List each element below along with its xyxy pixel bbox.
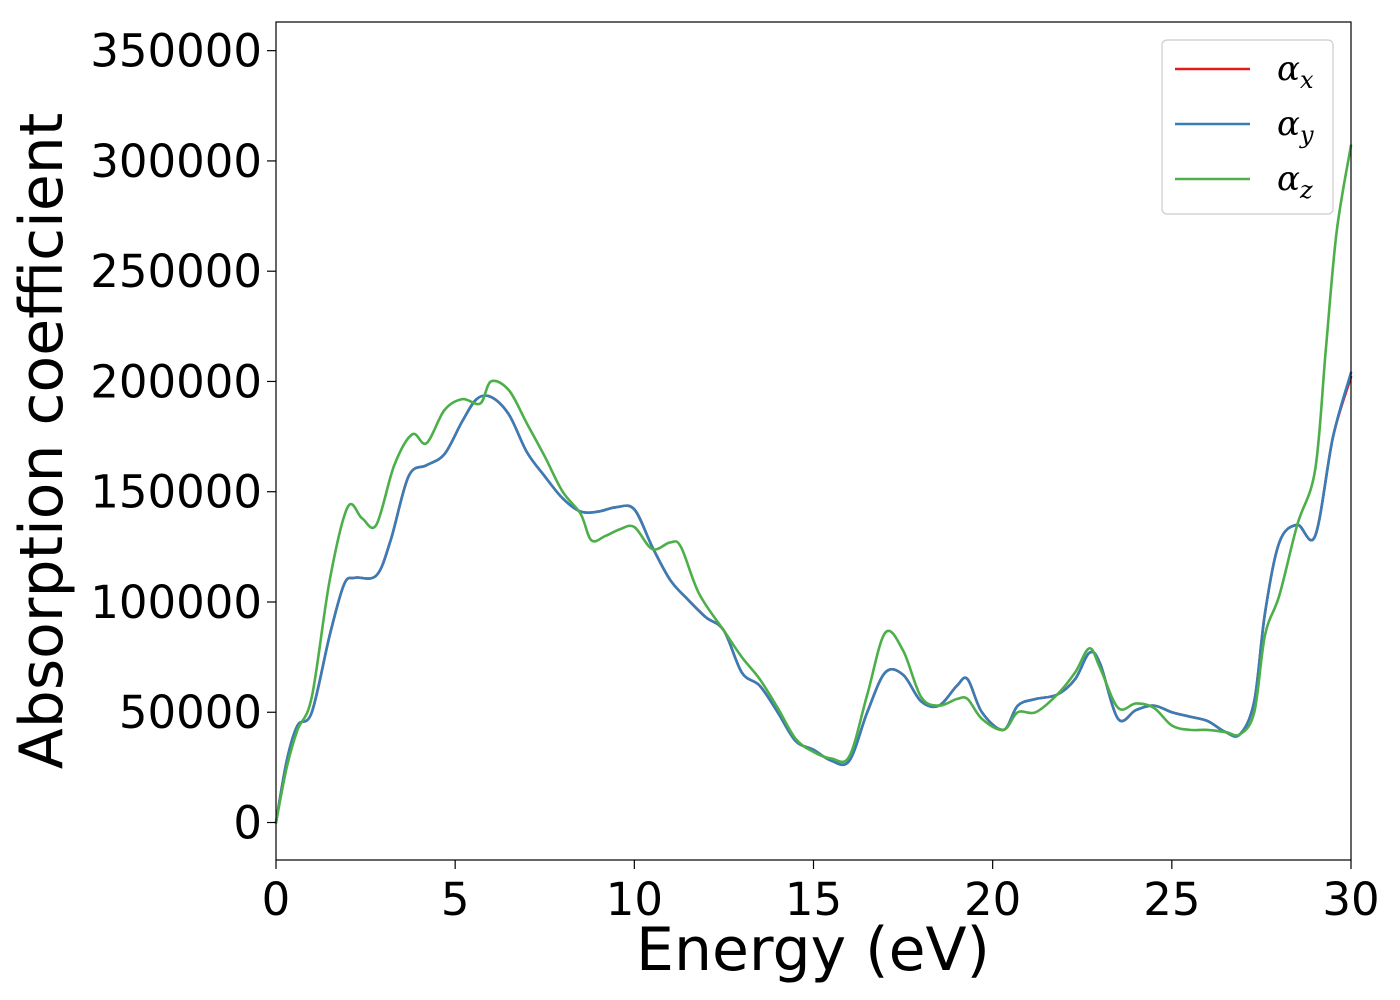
x-tick-label: 20 xyxy=(964,873,1021,926)
x-axis: 0 5 10 15 20 25 30 xyxy=(262,860,1380,926)
series-line-z xyxy=(274,144,1353,824)
series-layer xyxy=(274,144,1353,824)
y-tick-label: 300000 xyxy=(90,135,262,188)
y-axis: 0 50000 100000 150000 200000 250000 300000 3500… xyxy=(90,25,276,850)
x-tick-label: 25 xyxy=(1143,873,1200,926)
x-tick-label: 0 xyxy=(262,873,291,926)
y-tick-label: 100000 xyxy=(90,576,262,629)
y-tick-label: 200000 xyxy=(90,355,262,408)
y-tick-label: 50000 xyxy=(119,686,262,739)
x-tick-label: 5 xyxy=(441,873,470,926)
y-tick-label: 350000 xyxy=(90,25,262,78)
series-line-y xyxy=(274,371,1353,824)
y-tick-label: 250000 xyxy=(90,245,262,298)
y-tick-label: 150000 xyxy=(90,466,262,519)
x-tick-label: 10 xyxy=(606,873,663,926)
y-axis-title: Absorption coefficient xyxy=(7,113,77,770)
x-tick-label: 15 xyxy=(785,873,842,926)
legend-box xyxy=(1161,39,1334,215)
y-tick-label: 0 xyxy=(233,797,262,850)
x-tick-label: 30 xyxy=(1322,873,1379,926)
x-axis-title: Energy (eV) xyxy=(636,915,990,985)
